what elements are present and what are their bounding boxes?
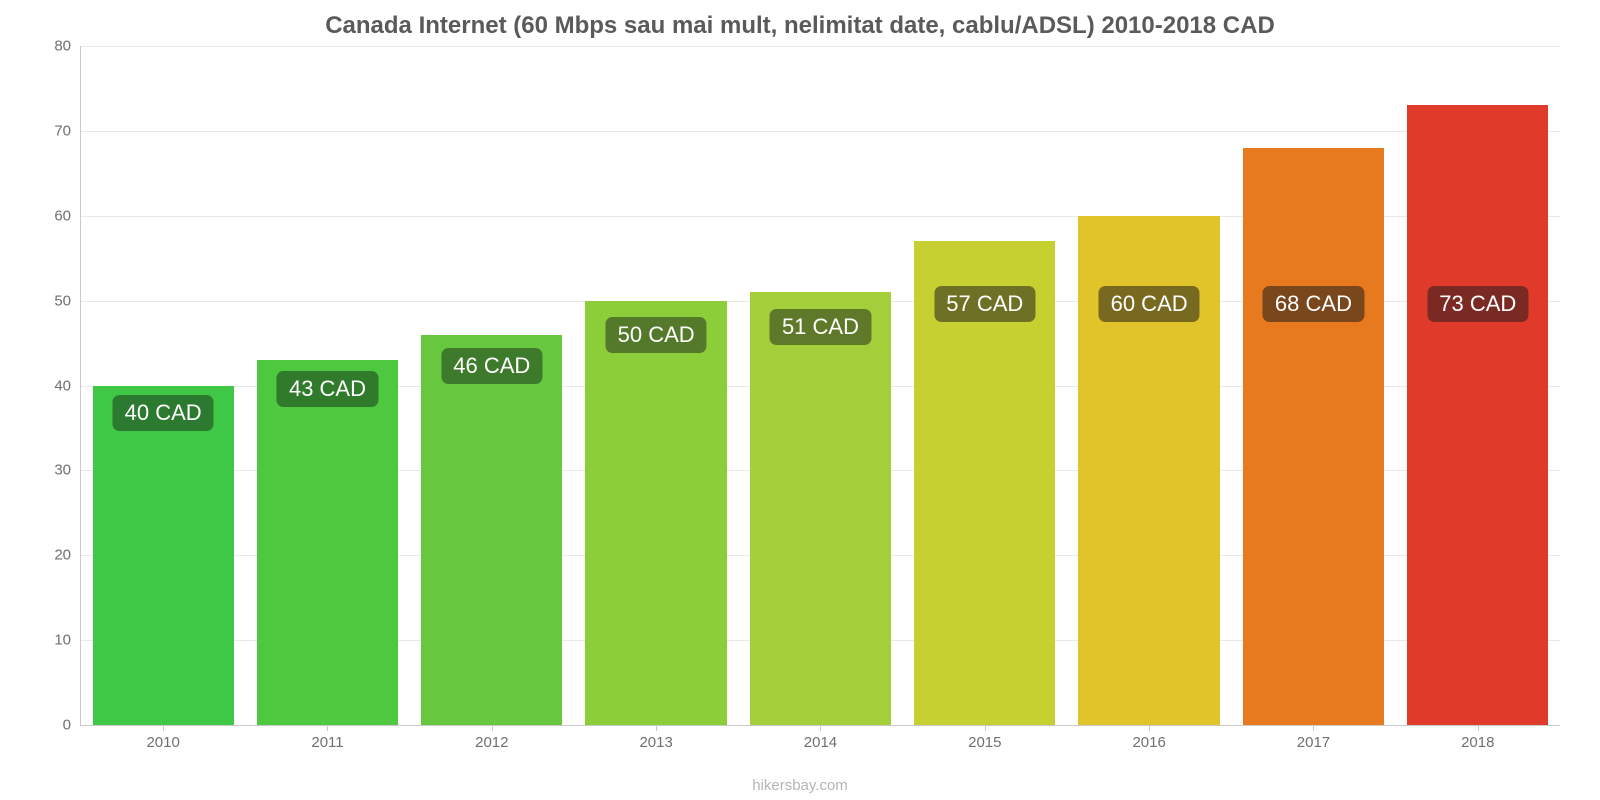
bars-container: 40 CAD201043 CAD201146 CAD201250 CAD2013… bbox=[81, 46, 1560, 725]
x-tick-label: 2015 bbox=[903, 734, 1067, 751]
y-tick-label: 50 bbox=[54, 292, 71, 309]
bar-slot: 73 CAD2018 bbox=[1396, 46, 1560, 725]
bar-slot: 51 CAD2014 bbox=[738, 46, 902, 725]
bar-slot: 40 CAD2010 bbox=[81, 46, 245, 725]
bar: 51 CAD bbox=[750, 292, 891, 725]
bar: 43 CAD bbox=[257, 360, 398, 725]
bar: 60 CAD bbox=[1078, 216, 1219, 725]
bar-chart: Canada Internet (60 Mbps sau mai mult, n… bbox=[0, 0, 1600, 800]
bar-value-label: 50 CAD bbox=[606, 317, 707, 353]
y-tick-label: 10 bbox=[54, 632, 71, 649]
x-tick-label: 2018 bbox=[1396, 734, 1560, 751]
bar-slot: 46 CAD2012 bbox=[410, 46, 574, 725]
bar-slot: 68 CAD2017 bbox=[1231, 46, 1395, 725]
bar-value-label: 43 CAD bbox=[277, 371, 378, 407]
x-tick-label: 2012 bbox=[410, 734, 574, 751]
y-tick-label: 30 bbox=[54, 462, 71, 479]
y-tick-label: 20 bbox=[54, 547, 71, 564]
bar-value-label: 46 CAD bbox=[441, 348, 542, 384]
bar-value-label: 40 CAD bbox=[113, 395, 214, 431]
bar-slot: 60 CAD2016 bbox=[1067, 46, 1231, 725]
x-tick-label: 2014 bbox=[738, 734, 902, 751]
y-tick-label: 70 bbox=[54, 122, 71, 139]
x-tick-label: 2010 bbox=[81, 734, 245, 751]
bar-value-label: 60 CAD bbox=[1099, 286, 1200, 322]
y-tick-label: 0 bbox=[63, 717, 71, 734]
x-tick-mark bbox=[163, 725, 164, 731]
bar-value-label: 51 CAD bbox=[770, 309, 871, 345]
chart-title: Canada Internet (60 Mbps sau mai mult, n… bbox=[30, 12, 1570, 40]
bar: 40 CAD bbox=[93, 386, 234, 726]
bar-slot: 57 CAD2015 bbox=[903, 46, 1067, 725]
x-tick-mark bbox=[1149, 725, 1150, 731]
plot-area: 01020304050607080 40 CAD201043 CAD201146… bbox=[80, 46, 1560, 726]
bar: 46 CAD bbox=[421, 335, 562, 725]
x-tick-mark bbox=[656, 725, 657, 731]
x-tick-label: 2016 bbox=[1067, 734, 1231, 751]
bar-value-label: 57 CAD bbox=[934, 286, 1035, 322]
bar: 73 CAD bbox=[1407, 105, 1548, 725]
bar-value-label: 68 CAD bbox=[1263, 286, 1364, 322]
attribution: hikersbay.com bbox=[0, 777, 1600, 794]
x-tick-mark bbox=[1478, 725, 1479, 731]
x-tick-mark bbox=[820, 725, 821, 731]
y-tick-label: 40 bbox=[54, 377, 71, 394]
y-tick-label: 60 bbox=[54, 207, 71, 224]
x-tick-mark bbox=[327, 725, 328, 731]
x-tick-mark bbox=[985, 725, 986, 731]
bar: 68 CAD bbox=[1243, 148, 1384, 725]
x-tick-mark bbox=[1313, 725, 1314, 731]
y-tick-label: 80 bbox=[54, 38, 71, 55]
x-tick-label: 2013 bbox=[574, 734, 738, 751]
bar-slot: 50 CAD2013 bbox=[574, 46, 738, 725]
x-tick-label: 2017 bbox=[1231, 734, 1395, 751]
bar: 57 CAD bbox=[914, 241, 1055, 725]
x-tick-mark bbox=[492, 725, 493, 731]
bar-slot: 43 CAD2011 bbox=[245, 46, 409, 725]
bar-value-label: 73 CAD bbox=[1427, 286, 1528, 322]
x-tick-label: 2011 bbox=[245, 734, 409, 751]
bar: 50 CAD bbox=[585, 301, 726, 725]
